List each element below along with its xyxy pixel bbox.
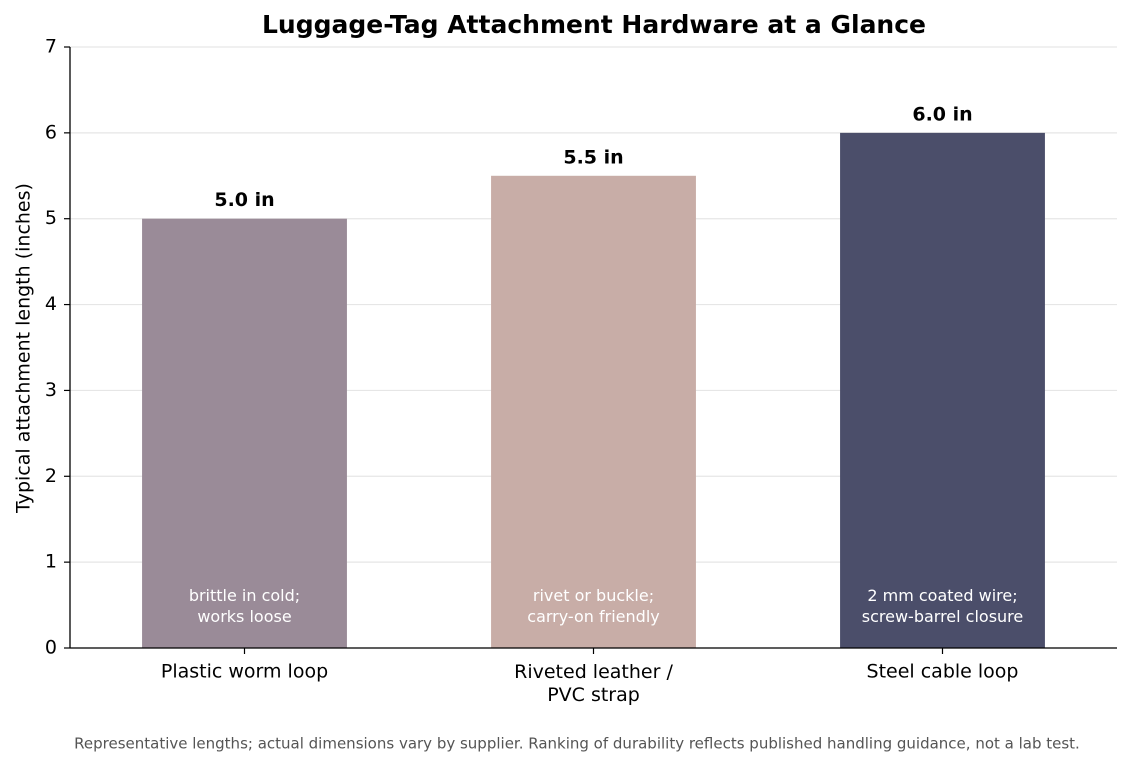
y-tick-label: 2 (45, 465, 57, 487)
y-tick-label: 3 (45, 379, 57, 401)
y-axis-label: Typical attachment length (inches) (13, 183, 35, 514)
value-label: 6.0 in (912, 103, 972, 125)
x-tick-label: Steel cable loop (867, 661, 1019, 683)
footnote: Representative lengths; actual dimension… (74, 735, 1080, 753)
x-tick-label: Riveted leather / PVC strap (514, 661, 673, 706)
bar (491, 175, 696, 649)
bar-annotation: rivet or buckle; carry-on friendly (527, 586, 659, 626)
value-label: 5.5 in (563, 146, 623, 168)
bar (142, 218, 347, 648)
x-tick-label: Plastic worm loop (161, 661, 328, 683)
value-label: 5.0 in (214, 189, 274, 211)
bar-annotation: 2 mm coated wire; screw-barrel closure (862, 586, 1024, 626)
y-tick-label: 7 (45, 36, 57, 58)
y-tick-label: 6 (45, 121, 57, 143)
bar (840, 132, 1045, 648)
y-tick-label: 4 (45, 293, 57, 315)
bar-annotation: brittle in cold; works loose (189, 586, 300, 626)
y-tick-label: 0 (45, 637, 57, 659)
y-tick-label: 1 (45, 551, 57, 573)
chart-title: Luggage-Tag Attachment Hardware at a Gla… (262, 10, 926, 39)
y-tick-label: 5 (45, 207, 57, 229)
